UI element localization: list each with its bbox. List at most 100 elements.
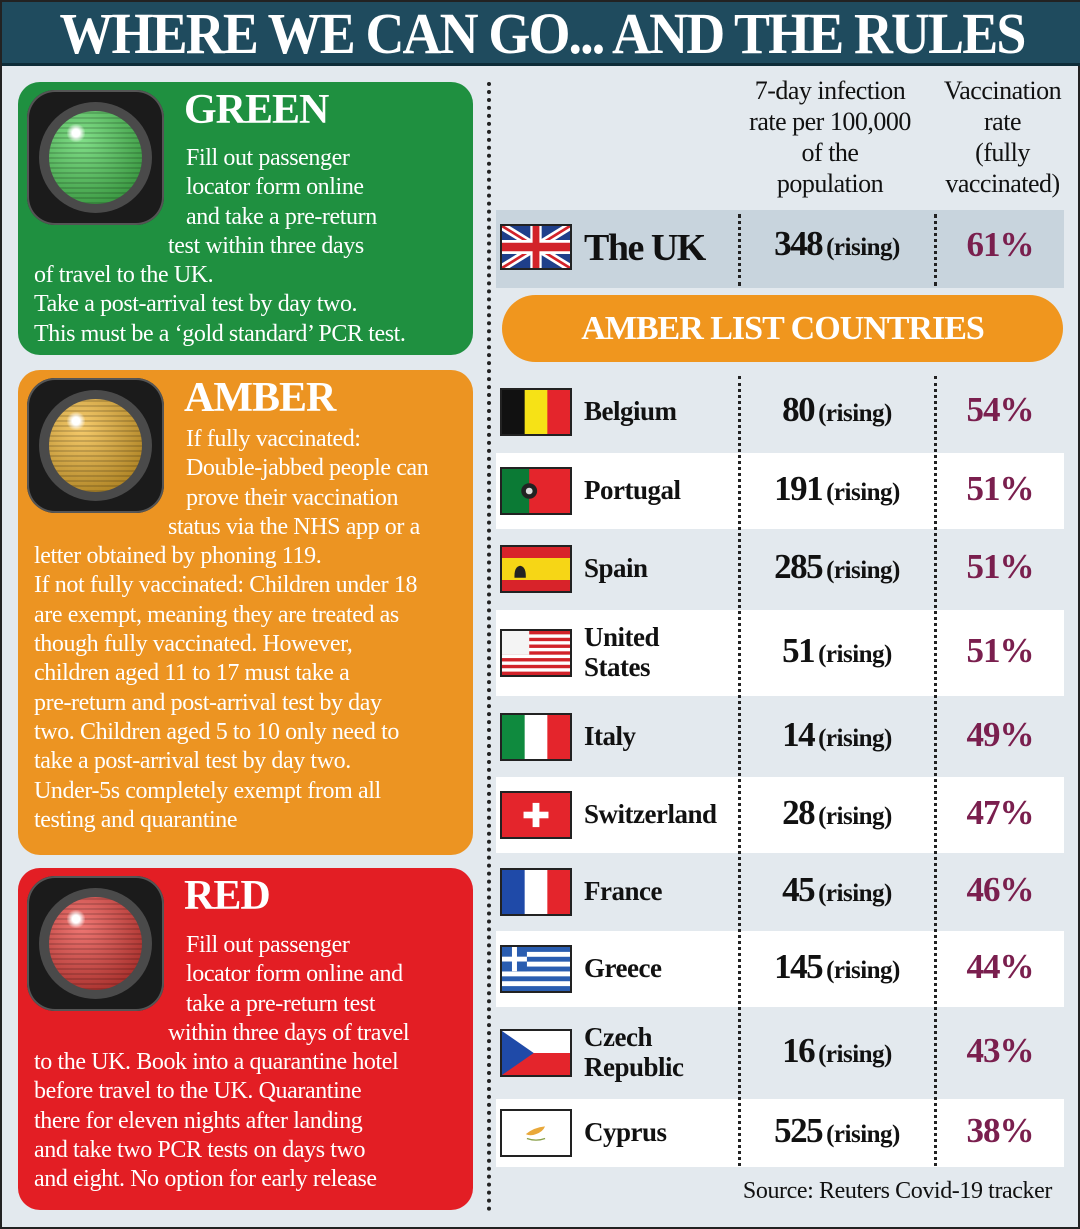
italy-flag-icon (500, 713, 572, 761)
rule-line: children aged 11 to 17 must take a (34, 660, 350, 687)
infection-rate: 348 (rising) (739, 224, 935, 264)
infection-rate: 80 (rising) (739, 390, 935, 430)
amber-panel: AMBER If fully vaccinated: Double-jabbed p… (18, 370, 473, 855)
rule-line: If fully vaccinated: (186, 426, 361, 452)
vaccination-rate: 51% (966, 469, 1035, 508)
country-name: Czech Republic (584, 1022, 684, 1082)
header-line: vaccinated) (945, 169, 1060, 198)
source-note: Source: Reuters Covid-19 tracker (742, 1178, 1053, 1204)
table-row: Italy 14 (rising) 49% (496, 698, 1064, 776)
rate-value: 51 (782, 631, 816, 670)
belgium-flag-icon (500, 388, 572, 436)
rule-line: pre-return and post-arrival test by day (34, 689, 382, 716)
header-line: rate (984, 107, 1021, 136)
portugal-flag-icon (500, 467, 572, 515)
spain-flag-icon (500, 545, 572, 593)
rate-value: 16 (782, 1031, 816, 1070)
amber-rules-text: If fully vaccinated: Double-jabbed people… (28, 425, 429, 835)
switzerland-flag-icon (500, 791, 572, 839)
table-row: Switzerland 28 (rising) 47% (496, 777, 1064, 853)
vaccination-rate: 46% (966, 870, 1035, 909)
rule-line: there for eleven nights after landing (34, 1107, 363, 1134)
rate-value: 285 (774, 547, 824, 586)
rate-trend: (rising) (818, 880, 892, 907)
green-rules-text: Fill out passenger locator form online and… (28, 144, 406, 349)
header-line: population (776, 169, 884, 198)
country-name: United States (584, 622, 660, 682)
infection-rate: 16 (rising) (739, 1031, 935, 1071)
vaccination-rate: 43% (966, 1031, 1035, 1070)
rate-value: 348 (774, 224, 824, 263)
dotted-divider (487, 82, 491, 1212)
rate-trend: (rising) (818, 803, 892, 830)
rule-line: within three days of travel (168, 1019, 410, 1046)
rule-line: Take a post-arrival test by day two. (34, 291, 358, 318)
rule-line: letter obtained by phoning 119. (34, 543, 322, 570)
rate-value: 14 (782, 715, 816, 754)
rate-value: 525 (774, 1111, 824, 1150)
rate-trend: (rising) (818, 1041, 892, 1068)
rule-line: Fill out passenger (186, 932, 350, 958)
rule-line: and take two PCR tests on days two (34, 1137, 366, 1164)
header-line: rate per 100,000 (749, 107, 911, 136)
infection-rate: 525 (rising) (739, 1111, 935, 1151)
infection-rate: 28 (rising) (739, 793, 935, 833)
table-row: Greece 145 (rising) 44% (496, 931, 1064, 1007)
rate-trend: (rising) (826, 479, 900, 506)
rate-trend: (rising) (826, 234, 900, 261)
column-divider (738, 376, 741, 1166)
rule-line: though fully vaccinated. However, (34, 631, 353, 658)
header-line: of the (801, 138, 859, 167)
infection-rate: 51 (rising) (739, 631, 935, 671)
rule-line: Fill out passenger (186, 145, 350, 171)
vaccination-rate: 44% (966, 947, 1035, 986)
red-panel: RED Fill out passenger locator form online… (18, 868, 473, 1210)
country-name: Switzerland (584, 799, 717, 829)
rate-value: 28 (782, 793, 816, 832)
rule-line: This must be a ‘gold standard’ PCR test. (34, 320, 406, 347)
country-name: Belgium (584, 396, 677, 426)
table-row: France 45 (rising) 46% (496, 854, 1064, 930)
column-divider (934, 376, 937, 1166)
infection-rate-header: 7-day infection rate per 100,000 of the … (735, 75, 925, 199)
table-row: United States 51 (rising) 51% (496, 610, 1064, 696)
rule-line: to the UK. Book into a quarantine hotel (34, 1049, 399, 1076)
rate-value: 80 (782, 390, 816, 429)
country-name: The UK (584, 227, 706, 269)
uk-flag-icon (500, 224, 572, 270)
czech-flag-icon (500, 1029, 572, 1077)
rule-line: two. Children aged 5 to 10 only need to (34, 718, 400, 745)
header-line: 7-day infection (754, 76, 906, 105)
amber-traffic-light-icon (27, 378, 164, 513)
rate-trend: (rising) (826, 1121, 900, 1148)
column-divider (738, 214, 741, 286)
green-panel: GREEN Fill out passenger locator form onli… (18, 82, 473, 355)
header-line: (fully (975, 138, 1030, 167)
rate-trend: (rising) (818, 641, 892, 668)
vaccination-rate: 49% (966, 715, 1035, 754)
red-rules-text: Fill out passenger locator form online an… (28, 931, 410, 1195)
rate-trend: (rising) (826, 557, 900, 584)
green-title: GREEN (184, 87, 329, 133)
infection-rate: 191 (rising) (739, 469, 935, 509)
country-name: Spain (584, 553, 648, 583)
amber-list-label: AMBER LIST COUNTRIES (502, 295, 1063, 362)
rate-value: 191 (774, 469, 824, 508)
header-line: Vaccination (943, 76, 1062, 105)
rule-line: locator form online and (186, 961, 403, 988)
france-flag-icon (500, 868, 572, 916)
vaccination-rate-header: Vaccination rate (fully vaccinated) (930, 75, 1075, 199)
rule-line: testing and quarantine (34, 806, 238, 833)
rule-line: and take a pre-return (186, 203, 377, 230)
rate-value: 145 (774, 947, 824, 986)
country-name: France (584, 876, 662, 906)
cyprus-flag-icon (500, 1109, 572, 1157)
vaccination-rate: 47% (966, 793, 1035, 832)
column-divider (934, 214, 937, 286)
rule-line: If not fully vaccinated: Children under … (34, 572, 418, 599)
country-name: Portugal (584, 475, 681, 505)
red-title: RED (184, 873, 271, 919)
infection-rate: 145 (rising) (739, 947, 935, 987)
rule-line: take a pre-return test (186, 990, 376, 1017)
header-banner: WHERE WE CAN GO... AND THE RULES (2, 2, 1080, 66)
